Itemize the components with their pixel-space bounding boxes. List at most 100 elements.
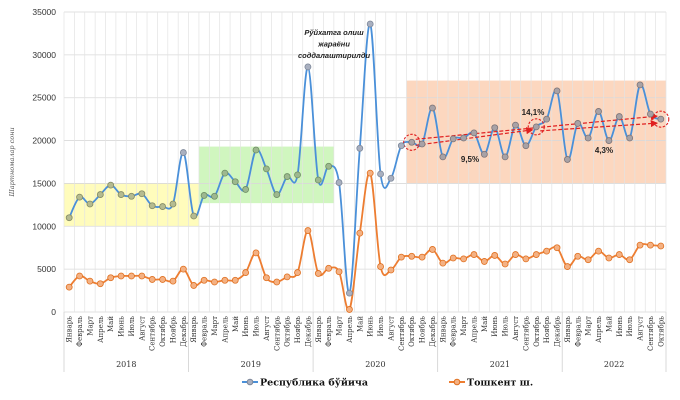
data-point-republic xyxy=(470,129,478,137)
y-axis-ticks: 0 5000 10000 15000 20000 25000 30000 35000 xyxy=(32,7,56,317)
data-point-republic xyxy=(615,113,623,120)
data-point-tashkent xyxy=(169,277,177,285)
data-point-tashkent xyxy=(449,254,457,262)
data-point-republic xyxy=(86,200,94,208)
y-axis-label: Шартномалар сони xyxy=(8,127,16,197)
year-label: 2021 xyxy=(490,360,510,369)
data-point-tashkent xyxy=(138,272,146,280)
data-point-republic xyxy=(76,193,83,201)
x-tick-label: Февраль xyxy=(325,316,333,347)
legend-item-tashkent[interactable]: Тошкент ш. xyxy=(449,378,533,389)
data-point-republic xyxy=(418,140,426,148)
data-point-republic xyxy=(221,169,229,177)
data-point-tashkent xyxy=(480,258,488,265)
x-tick-label: Август xyxy=(512,316,520,341)
data-point-republic xyxy=(346,289,353,297)
data-point-republic xyxy=(605,137,613,144)
year-label: 2018 xyxy=(116,360,136,369)
data-point-republic xyxy=(460,134,468,142)
x-tick-label: Декабрь xyxy=(554,316,562,347)
data-point-tashkent xyxy=(96,280,104,288)
data-point-republic xyxy=(584,134,592,142)
data-point-tashkent xyxy=(418,253,426,261)
x-tick-label: Сентябрь xyxy=(149,316,157,351)
legend-swatch-marker-republic xyxy=(246,378,254,386)
data-point-republic xyxy=(480,150,488,158)
data-point-tashkent xyxy=(356,229,364,237)
data-point-republic xyxy=(522,142,530,150)
data-point-tashkent xyxy=(563,263,571,270)
data-point-republic xyxy=(626,134,634,142)
x-tick-label: Апрель xyxy=(97,316,105,343)
x-tick-label: Февраль xyxy=(450,316,458,347)
data-point-republic xyxy=(107,181,115,189)
x-tick-label: Июль xyxy=(626,316,634,337)
data-point-tashkent xyxy=(501,260,509,268)
x-tick-label: Август xyxy=(387,316,395,341)
data-point-tashkent xyxy=(366,169,374,177)
highlight-circle xyxy=(527,118,545,136)
data-point-republic xyxy=(356,144,364,152)
x-tick-label: Апрель xyxy=(595,316,603,343)
x-tick-label: Июль xyxy=(377,316,385,337)
year-label: 2019 xyxy=(241,360,261,369)
x-tick-label: Март xyxy=(585,316,593,336)
data-point-tashkent xyxy=(86,277,94,285)
highlight-band xyxy=(64,183,199,227)
data-point-tashkent xyxy=(65,283,73,291)
x-tick-label: Август xyxy=(637,316,645,341)
data-point-republic xyxy=(294,171,301,179)
data-point-republic xyxy=(128,192,135,200)
data-point-republic xyxy=(377,170,384,178)
data-point-republic xyxy=(449,135,457,143)
x-tick-label: Октябрь xyxy=(284,316,292,347)
x-tick-label: Октябрь xyxy=(408,316,416,347)
data-point-tashkent xyxy=(294,269,301,276)
data-point-tashkent xyxy=(200,276,208,284)
x-tick-label: Май xyxy=(481,316,489,332)
data-point-republic xyxy=(283,173,291,180)
x-tick-label: Июнь xyxy=(242,316,250,337)
legend-item-republic[interactable]: Республика бўйича xyxy=(242,378,368,389)
grid-lines xyxy=(63,11,667,313)
data-point-republic xyxy=(408,138,416,146)
data-point-republic xyxy=(242,186,250,193)
data-point-republic xyxy=(439,153,447,161)
x-tick-label: Декабрь xyxy=(180,316,188,347)
x-tick-label: Февраль xyxy=(201,316,209,347)
annotations: Рўйхатга олиш жараёни соддалаштирилди 9,5% 1… xyxy=(298,28,613,164)
x-tick-label: Февраль xyxy=(76,316,84,347)
data-point-republic xyxy=(138,190,146,198)
x-tick-label: Февраль xyxy=(574,316,582,347)
x-tick-label: Октябрь xyxy=(657,316,665,347)
x-tick-label: Июнь xyxy=(118,316,126,337)
x-tick-label: Октябрь xyxy=(159,316,167,347)
data-point-tashkent xyxy=(148,276,156,283)
legend-swatch-marker-tashkent xyxy=(453,378,461,386)
data-point-republic xyxy=(273,191,281,198)
data-point-tashkent xyxy=(636,241,644,249)
data-point-tashkent xyxy=(273,278,281,286)
data-point-tashkent xyxy=(211,278,218,286)
data-point-republic xyxy=(532,123,540,131)
data-point-tashkent xyxy=(221,276,229,284)
x-tick-label: Ноябрь xyxy=(169,316,177,343)
y-tick-label: 20000 xyxy=(32,136,56,146)
data-point-tashkent xyxy=(387,266,395,274)
x-tick-label: Ноябрь xyxy=(419,316,427,343)
data-point-tashkent xyxy=(470,251,478,258)
data-point-tashkent xyxy=(605,254,613,262)
x-tick-label: Июнь xyxy=(367,316,375,337)
data-point-tashkent xyxy=(314,270,322,277)
data-point-tashkent xyxy=(439,259,447,267)
y-tick-label: 5000 xyxy=(37,264,56,274)
data-point-tashkent xyxy=(408,252,416,260)
data-point-republic xyxy=(159,203,167,210)
data-point-republic xyxy=(543,115,551,123)
x-tick-label: Август xyxy=(138,316,146,341)
x-axis-year-labels: 2018 2019 2020 2021 2022 xyxy=(63,312,667,372)
data-point-tashkent xyxy=(190,282,198,289)
highlight-circle xyxy=(652,110,670,128)
data-point-republic xyxy=(636,81,644,89)
data-point-tashkent xyxy=(179,265,187,273)
